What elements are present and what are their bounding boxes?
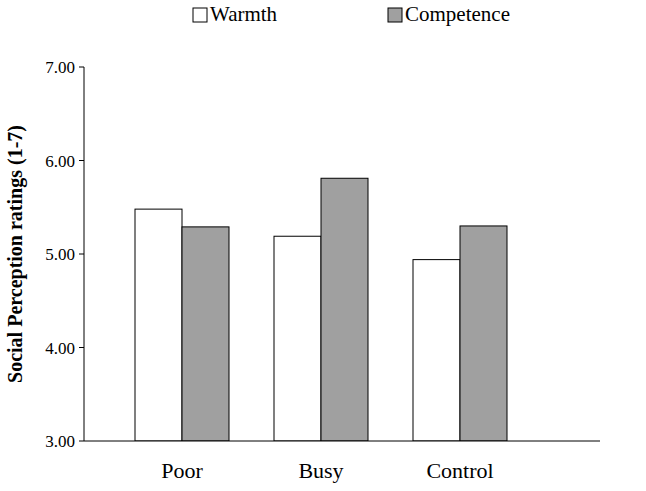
bar bbox=[460, 226, 507, 441]
y-tick bbox=[79, 67, 84, 68]
y-tick bbox=[79, 347, 84, 348]
bar bbox=[321, 178, 368, 441]
y-axis-label: Social Perception ratings (1-7) bbox=[4, 125, 27, 383]
legend-label: Competence bbox=[405, 2, 510, 26]
bar bbox=[135, 209, 182, 441]
legend-label: Warmth bbox=[210, 2, 278, 26]
legend-swatch bbox=[193, 8, 207, 22]
y-tick bbox=[79, 254, 84, 255]
bar bbox=[274, 236, 321, 441]
x-axis-line bbox=[84, 441, 600, 442]
y-tick-label: 7.00 bbox=[45, 58, 75, 77]
bar bbox=[413, 260, 460, 441]
y-tick-label: 5.00 bbox=[45, 245, 75, 264]
bars bbox=[135, 178, 507, 441]
y-tick-label: 4.00 bbox=[45, 339, 75, 358]
y-tick-label: 6.00 bbox=[45, 152, 75, 171]
x-tick-label: Poor bbox=[161, 458, 203, 483]
legend-swatch bbox=[388, 8, 402, 22]
chart-container: Poor Busy Control 3.00 4.00 5.00 6.00 7.00 Socia… bbox=[0, 0, 646, 491]
y-tick-label: 3.00 bbox=[45, 432, 75, 451]
y-tick bbox=[79, 441, 84, 442]
chart-svg: Poor Busy Control 3.00 4.00 5.00 6.00 7.00 Socia… bbox=[0, 0, 646, 491]
bar bbox=[182, 227, 229, 441]
x-tick-label: Control bbox=[426, 458, 493, 483]
y-tick bbox=[79, 160, 84, 161]
x-tick-label: Busy bbox=[298, 458, 343, 483]
